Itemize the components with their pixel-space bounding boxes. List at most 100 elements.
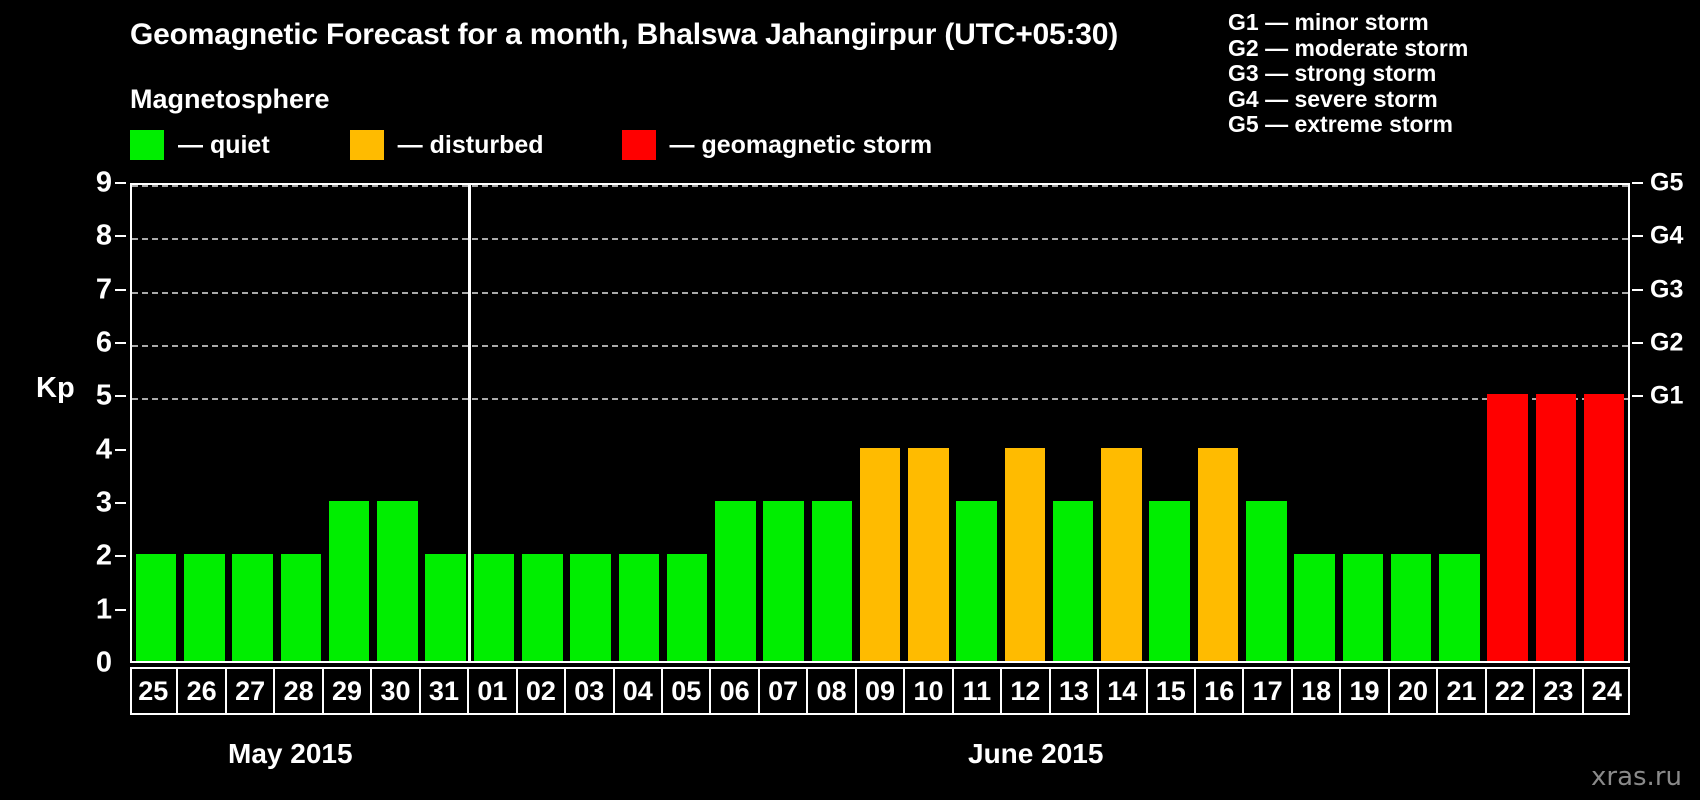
kp-bar[interactable] <box>666 554 708 661</box>
kp-bar[interactable] <box>184 554 225 661</box>
kp-bar[interactable] <box>135 554 177 661</box>
kp-bar[interactable] <box>1342 554 1384 661</box>
g-axis-tick-mark <box>1632 395 1643 398</box>
day-label[interactable]: 09 <box>856 669 906 713</box>
bar-slot[interactable] <box>277 185 325 661</box>
day-label[interactable]: 31 <box>420 669 470 713</box>
bar-slot[interactable] <box>1049 185 1097 661</box>
day-label[interactable]: 29 <box>323 669 373 713</box>
kp-bar[interactable] <box>473 554 515 661</box>
bar-slot[interactable] <box>1435 185 1483 661</box>
bar-slot[interactable] <box>759 185 807 661</box>
bar-slot[interactable] <box>1387 185 1435 661</box>
kp-bar[interactable] <box>956 501 997 661</box>
day-label[interactable]: 15 <box>1147 669 1196 713</box>
plot-area <box>130 183 1630 663</box>
bar-slot[interactable] <box>180 185 228 661</box>
bar-slot[interactable] <box>566 185 614 661</box>
kp-bar[interactable] <box>377 501 418 661</box>
bar-slot[interactable] <box>325 185 373 661</box>
kp-bar[interactable] <box>1197 447 1239 661</box>
bar-slot[interactable] <box>1242 185 1290 661</box>
bar-slot[interactable] <box>229 185 277 661</box>
kp-bar[interactable] <box>1052 501 1094 661</box>
bar-slot[interactable] <box>518 185 566 661</box>
kp-bar[interactable] <box>908 447 949 661</box>
kp-bar[interactable] <box>1535 394 1577 661</box>
day-label[interactable]: 01 <box>469 669 518 713</box>
bar-slot[interactable] <box>1580 185 1628 661</box>
g-scale-axis: G1 G2 G3 G4 G5 <box>1632 169 1700 663</box>
bar-slot[interactable] <box>615 185 663 661</box>
day-label[interactable]: 25 <box>130 669 179 713</box>
day-label[interactable]: 30 <box>372 669 421 713</box>
day-label[interactable]: 27 <box>226 669 276 713</box>
bar-slot[interactable] <box>1532 185 1580 661</box>
bar-slot[interactable] <box>1001 185 1049 661</box>
kp-bar[interactable] <box>763 501 804 661</box>
kp-bar[interactable] <box>1294 554 1335 661</box>
day-label[interactable]: 17 <box>1244 669 1293 713</box>
bar-slot[interactable] <box>470 185 518 661</box>
bar-slot[interactable] <box>422 185 470 661</box>
gridline <box>132 398 1628 401</box>
bar-slot[interactable] <box>1097 185 1145 661</box>
kp-bar[interactable] <box>425 554 466 661</box>
day-label[interactable]: 02 <box>517 669 567 713</box>
day-label[interactable]: 04 <box>614 669 663 713</box>
day-label[interactable]: 26 <box>178 669 227 713</box>
kp-bar[interactable] <box>811 501 853 661</box>
day-label[interactable]: 08 <box>808 669 857 713</box>
day-label[interactable]: 22 <box>1486 669 1536 713</box>
kp-bar[interactable] <box>618 554 660 661</box>
bar-slot[interactable] <box>856 185 904 661</box>
bar-slot[interactable] <box>132 185 180 661</box>
kp-bar[interactable] <box>1101 447 1142 661</box>
bar-slot[interactable] <box>373 185 421 661</box>
kp-bar[interactable] <box>328 501 370 661</box>
kp-bar[interactable] <box>1149 501 1190 661</box>
bar-slot[interactable] <box>711 185 759 661</box>
bar-slot[interactable] <box>663 185 711 661</box>
day-label[interactable]: 23 <box>1535 669 1584 713</box>
day-label[interactable]: 12 <box>1002 669 1051 713</box>
day-label[interactable]: 06 <box>711 669 760 713</box>
day-label[interactable]: 24 <box>1583 669 1631 713</box>
day-label[interactable]: 28 <box>275 669 324 713</box>
kp-axis: 0 1 2 3 4 5 6 7 8 9 <box>60 167 126 679</box>
day-label[interactable]: 13 <box>1050 669 1100 713</box>
kp-bar[interactable] <box>232 554 273 661</box>
day-label[interactable]: 11 <box>953 669 1003 713</box>
day-label[interactable]: 16 <box>1195 669 1245 713</box>
bar-slot[interactable] <box>1483 185 1531 661</box>
kp-bar[interactable] <box>1390 554 1432 661</box>
kp-bar[interactable] <box>1583 394 1625 661</box>
day-label[interactable]: 14 <box>1099 669 1148 713</box>
kp-bar[interactable] <box>715 501 756 661</box>
kp-bar[interactable] <box>521 554 563 661</box>
day-label[interactable]: 07 <box>759 669 809 713</box>
day-label[interactable]: 19 <box>1341 669 1390 713</box>
day-label[interactable]: 18 <box>1292 669 1342 713</box>
kp-bar[interactable] <box>570 554 611 661</box>
bar-slot[interactable] <box>1194 185 1242 661</box>
bar-slot[interactable] <box>1339 185 1387 661</box>
bar-slot[interactable] <box>1146 185 1194 661</box>
bar-slot[interactable] <box>808 185 856 661</box>
kp-bar[interactable] <box>859 447 901 661</box>
day-label[interactable]: 03 <box>566 669 615 713</box>
day-label[interactable]: 10 <box>905 669 954 713</box>
kp-bar[interactable] <box>1439 554 1480 661</box>
kp-bar[interactable] <box>1245 501 1287 661</box>
kp-axis-tick-mark <box>115 235 126 238</box>
g-axis-tick-mark <box>1632 182 1643 184</box>
kp-bar[interactable] <box>1487 394 1528 661</box>
day-label[interactable]: 05 <box>662 669 712 713</box>
kp-bar[interactable] <box>280 554 322 661</box>
day-label[interactable]: 20 <box>1389 669 1439 713</box>
bar-slot[interactable] <box>953 185 1001 661</box>
bar-slot[interactable] <box>1290 185 1338 661</box>
day-label[interactable]: 21 <box>1438 669 1487 713</box>
bar-slot[interactable] <box>904 185 952 661</box>
kp-bar[interactable] <box>1004 447 1046 661</box>
